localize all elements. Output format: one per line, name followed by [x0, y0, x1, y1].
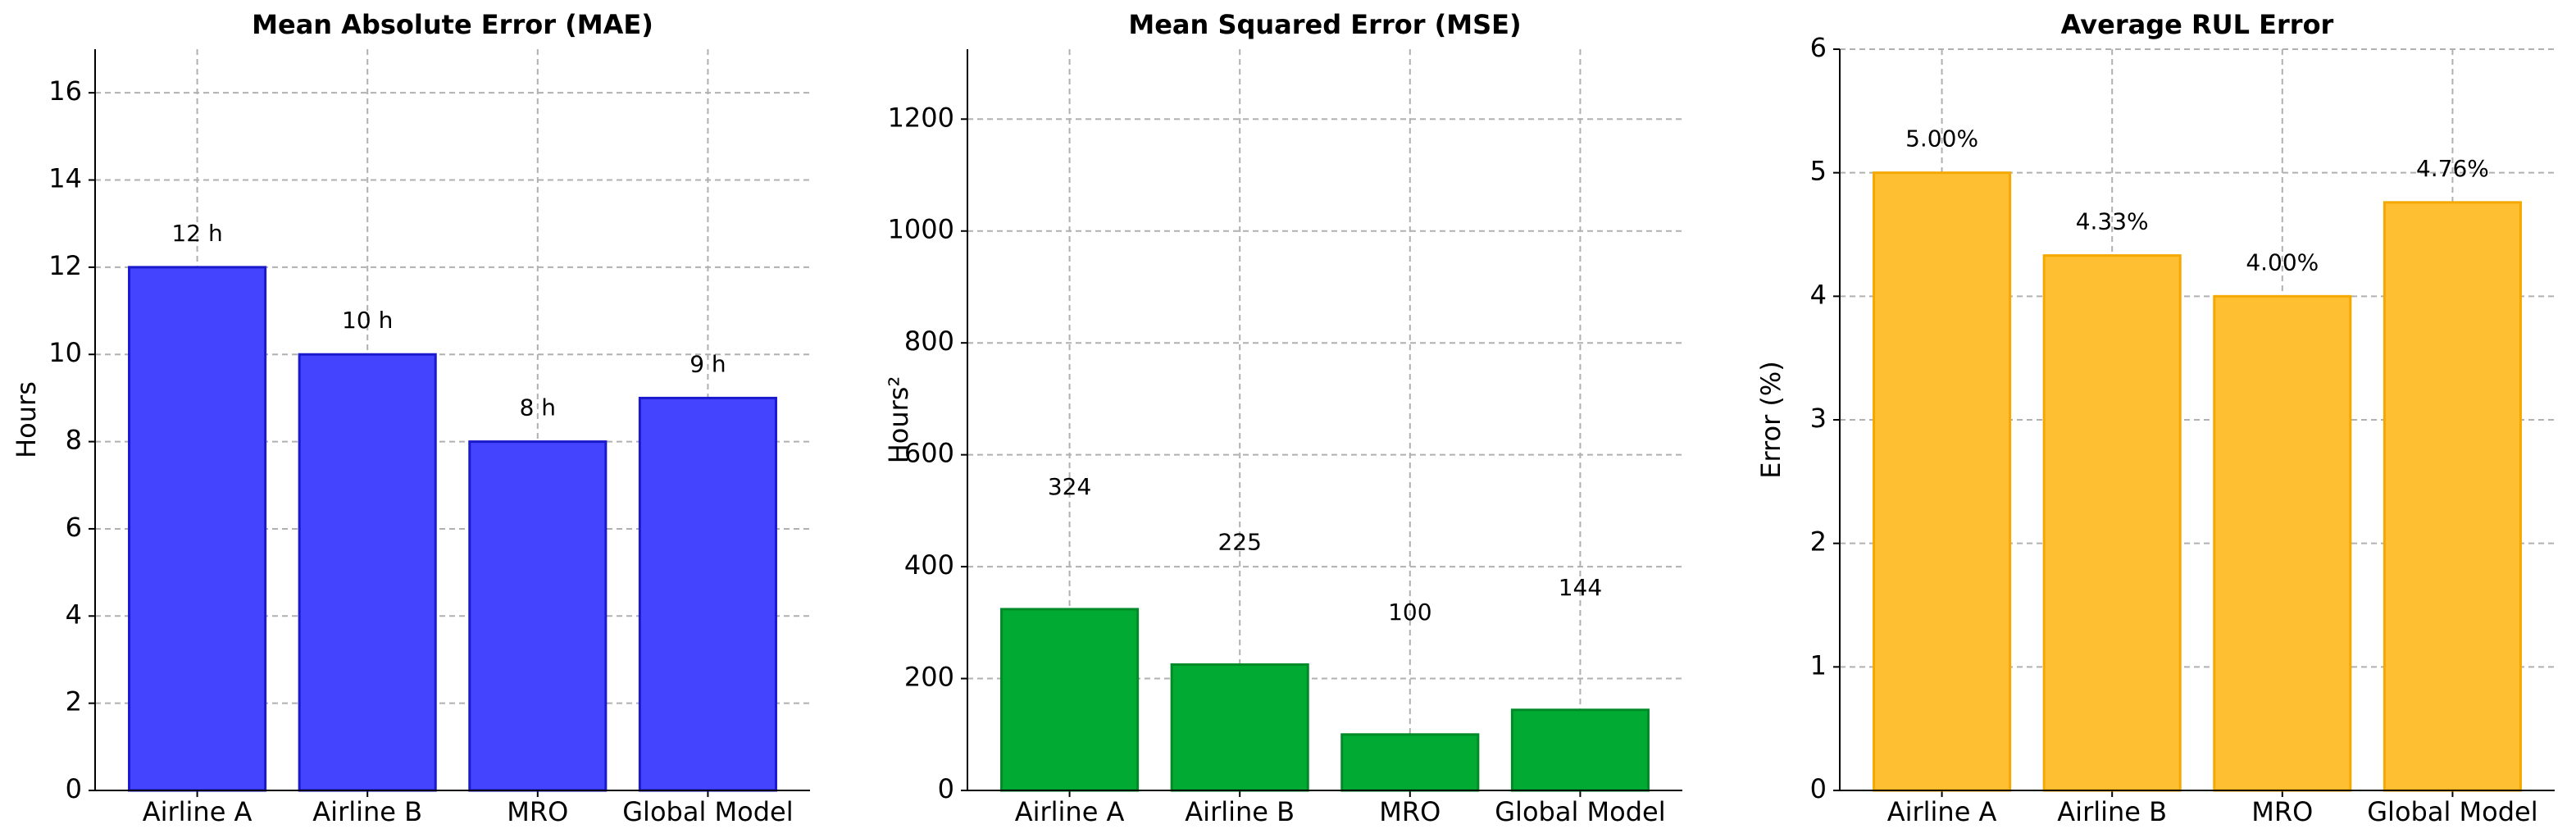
y-tick-label: 0 [66, 773, 82, 804]
x-tick-label: Global Model [622, 796, 793, 827]
y-tick-label: 400 [904, 549, 954, 581]
value-label: 12 h [171, 220, 222, 247]
x-tick-label: Airline B [1185, 796, 1295, 827]
y-tick-label: 4 [66, 599, 82, 630]
y-tick-label: 2 [1810, 526, 1827, 558]
bar [2383, 201, 2522, 792]
bar [638, 396, 777, 792]
y-tick-label: 12 [48, 250, 82, 281]
x-tick-label: Airline A [143, 796, 253, 827]
y-tick-label: 16 [48, 75, 82, 107]
x-tick-label: MRO [507, 796, 568, 827]
y-tick-label: 3 [1810, 403, 1827, 434]
x-tick-label: Global Model [1495, 796, 1665, 827]
x-tick-label: Airline A [1015, 796, 1125, 827]
y-tick-label: 600 [904, 438, 954, 469]
value-label: 4.76% [2416, 155, 2489, 182]
bar [1873, 171, 2012, 792]
y-tick-label: 200 [904, 662, 954, 693]
value-label: 100 [1388, 599, 1431, 626]
subplot-title: Mean Absolute Error (MAE) [252, 9, 653, 40]
y-tick-label: 6 [1810, 32, 1827, 63]
bar [1340, 733, 1480, 792]
x-tick-label: MRO [1379, 796, 1440, 827]
y-tick-label: 4 [1810, 279, 1827, 310]
bar [128, 266, 267, 792]
x-tick-label: MRO [2251, 796, 2313, 827]
y-tick-label: 6 [66, 512, 82, 543]
value-label: 4.33% [2076, 208, 2149, 235]
value-label: 8 h [520, 394, 556, 421]
y-tick-label: 1200 [888, 102, 954, 133]
y-tick-label: 0 [1810, 773, 1827, 804]
bar [2213, 294, 2352, 792]
subplot: Average RUL Error Error (%) 0 1 2 3 4 5 6 Airline… [1755, 9, 2555, 827]
y-tick-label: 8 [66, 425, 82, 456]
y-tick-label: 14 [48, 163, 82, 194]
x-tick-label: Airline B [312, 796, 422, 827]
bar [1170, 663, 1309, 792]
y-tick-label: 800 [904, 326, 954, 357]
bar [298, 353, 437, 792]
value-label: 324 [1048, 473, 1091, 500]
subplot-title: Mean Squared Error (MSE) [1128, 9, 1521, 40]
bar [1510, 708, 1650, 792]
y-tick-label: 5 [1810, 156, 1827, 187]
y-tick-label: 0 [938, 773, 954, 804]
value-label: 144 [1559, 574, 1602, 601]
y-tick-label: 10 [48, 337, 82, 368]
x-tick-label: Airline B [2057, 796, 2167, 827]
y-axis-label: Hours² [883, 376, 914, 464]
subplot: Mean Squared Error (MSE) Hours² 0 200 400 600… [883, 9, 1682, 827]
bar [2042, 254, 2182, 792]
y-axis-label: Error (%) [1755, 361, 1786, 479]
y-tick-label: 2 [66, 686, 82, 717]
y-axis-label: Hours [11, 381, 42, 458]
subplot-title: Average RUL Error [2061, 9, 2334, 40]
subplot: Mean Absolute Error (MAE) Hours 0 2 4 6 8 10 12 1… [11, 9, 810, 827]
bar [468, 440, 608, 792]
value-label: 225 [1217, 528, 1261, 555]
bar [1000, 608, 1140, 792]
x-tick-label: Global Model [2367, 796, 2537, 827]
value-label: 5.00% [1905, 125, 1978, 153]
value-label: 4.00% [2246, 248, 2319, 276]
x-tick-label: Airline A [1887, 796, 1997, 827]
y-tick-label: 1000 [888, 214, 954, 245]
value-label: 9 h [690, 350, 726, 377]
value-label: 10 h [342, 307, 393, 334]
y-tick-label: 1 [1810, 649, 1827, 681]
